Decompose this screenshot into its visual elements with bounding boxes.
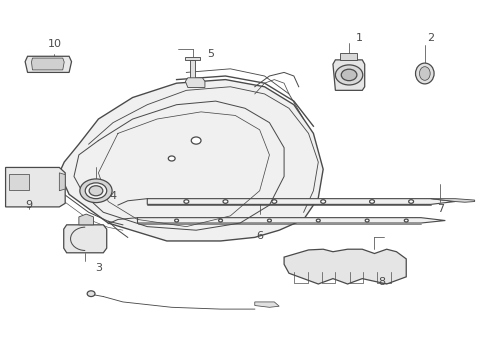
Polygon shape — [185, 78, 205, 87]
Circle shape — [268, 219, 271, 222]
Circle shape — [272, 200, 277, 203]
Ellipse shape — [416, 63, 434, 84]
Polygon shape — [138, 218, 445, 223]
Text: 2: 2 — [427, 33, 434, 43]
Polygon shape — [431, 199, 475, 202]
Ellipse shape — [419, 67, 430, 80]
Polygon shape — [64, 225, 107, 253]
Circle shape — [87, 291, 95, 297]
Text: 3: 3 — [95, 263, 102, 273]
Circle shape — [223, 200, 228, 203]
Circle shape — [191, 137, 201, 144]
Polygon shape — [25, 56, 72, 72]
Polygon shape — [190, 60, 195, 78]
Circle shape — [365, 219, 369, 222]
Polygon shape — [185, 57, 200, 60]
Text: 7: 7 — [437, 204, 444, 214]
Polygon shape — [333, 60, 365, 90]
Polygon shape — [59, 173, 65, 191]
Polygon shape — [255, 302, 279, 307]
Polygon shape — [9, 174, 29, 190]
Circle shape — [89, 186, 103, 196]
Circle shape — [184, 200, 189, 203]
Polygon shape — [284, 249, 406, 284]
Polygon shape — [31, 58, 64, 70]
Polygon shape — [340, 53, 357, 60]
Text: 1: 1 — [356, 33, 363, 43]
Text: 8: 8 — [378, 277, 385, 287]
Circle shape — [369, 200, 374, 203]
Circle shape — [409, 200, 414, 203]
Polygon shape — [59, 80, 323, 241]
Text: 9: 9 — [25, 200, 33, 210]
Polygon shape — [5, 167, 65, 207]
Circle shape — [85, 183, 107, 199]
Circle shape — [80, 179, 112, 203]
Polygon shape — [79, 214, 94, 225]
Text: 6: 6 — [256, 231, 263, 240]
Circle shape — [321, 200, 326, 203]
Circle shape — [335, 65, 363, 85]
Circle shape — [317, 219, 320, 222]
Circle shape — [404, 219, 408, 222]
Polygon shape — [147, 199, 455, 204]
Circle shape — [341, 69, 357, 81]
Text: 5: 5 — [207, 49, 214, 59]
Circle shape — [219, 219, 222, 222]
Circle shape — [168, 156, 175, 161]
Text: 10: 10 — [48, 39, 61, 49]
Circle shape — [174, 219, 178, 222]
Text: 4: 4 — [109, 191, 117, 201]
